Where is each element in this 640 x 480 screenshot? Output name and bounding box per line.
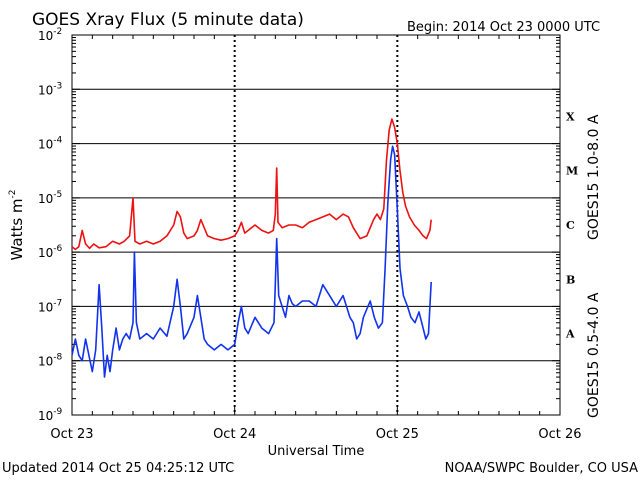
y-tick-label: 10-7	[38, 298, 62, 314]
y-axis-label: Watts m-2	[8, 189, 26, 260]
y-tick-label: 10-2	[38, 27, 62, 43]
x-axis-ticks: Oct 23 Oct 24 Oct 25 Oct 26	[50, 35, 582, 442]
flare-class-a: A	[565, 328, 575, 341]
flare-class-labels: X M C B A	[565, 110, 578, 340]
x-tick-label: Oct 23	[50, 427, 93, 442]
data-series	[71, 118, 432, 378]
series-line-long-wave	[71, 118, 432, 251]
begin-label: Begin: 2014 Oct 23 0000 UTC	[407, 20, 600, 35]
svg-text:Watts m-2: Watts m-2	[8, 189, 26, 260]
y-tick-label: 10-8	[38, 353, 63, 369]
class-gridlines	[72, 88, 560, 362]
x-tick-label: Oct 25	[376, 427, 419, 442]
plot-frame	[71, 34, 561, 416]
flare-class-c: C	[566, 219, 575, 232]
legend-series-long: GOES15 1.0-8.0 A	[586, 114, 602, 240]
y-tick-label: 10-4	[38, 136, 63, 152]
chart-title: GOES Xray Flux (5 minute data)	[32, 10, 304, 30]
y-axis-ticks: 10-2 10-3 10-4 10-5 10-6 10-7 10-8 10-9	[38, 27, 560, 423]
x-tick-label: Oct 26	[538, 427, 581, 442]
y-tick-label: 10-3	[38, 81, 62, 97]
day-dividers	[233, 35, 399, 415]
flare-class-m: M	[566, 165, 578, 178]
flare-class-b: B	[566, 273, 575, 286]
flare-class-x: X	[566, 110, 575, 123]
y-axis-label-text: Watts m	[8, 198, 26, 260]
y-tick-label: 10-5	[38, 190, 62, 206]
y-tick-label: 10-6	[38, 244, 63, 260]
y-axis-label-sup: -2	[8, 189, 18, 198]
x-tick-label: Oct 24	[213, 427, 256, 442]
x-axis-label: Universal Time	[268, 444, 365, 459]
credit-label: NOAA/SWPC Boulder, CO USA	[445, 461, 638, 476]
y-tick-label: 10-9	[38, 407, 63, 423]
updated-label: Updated 2014 Oct 25 04:25:12 UTC	[2, 461, 234, 476]
legend-series-short: GOES15 0.5-4.0 A	[586, 292, 602, 418]
series-line-short-wave	[71, 145, 432, 378]
